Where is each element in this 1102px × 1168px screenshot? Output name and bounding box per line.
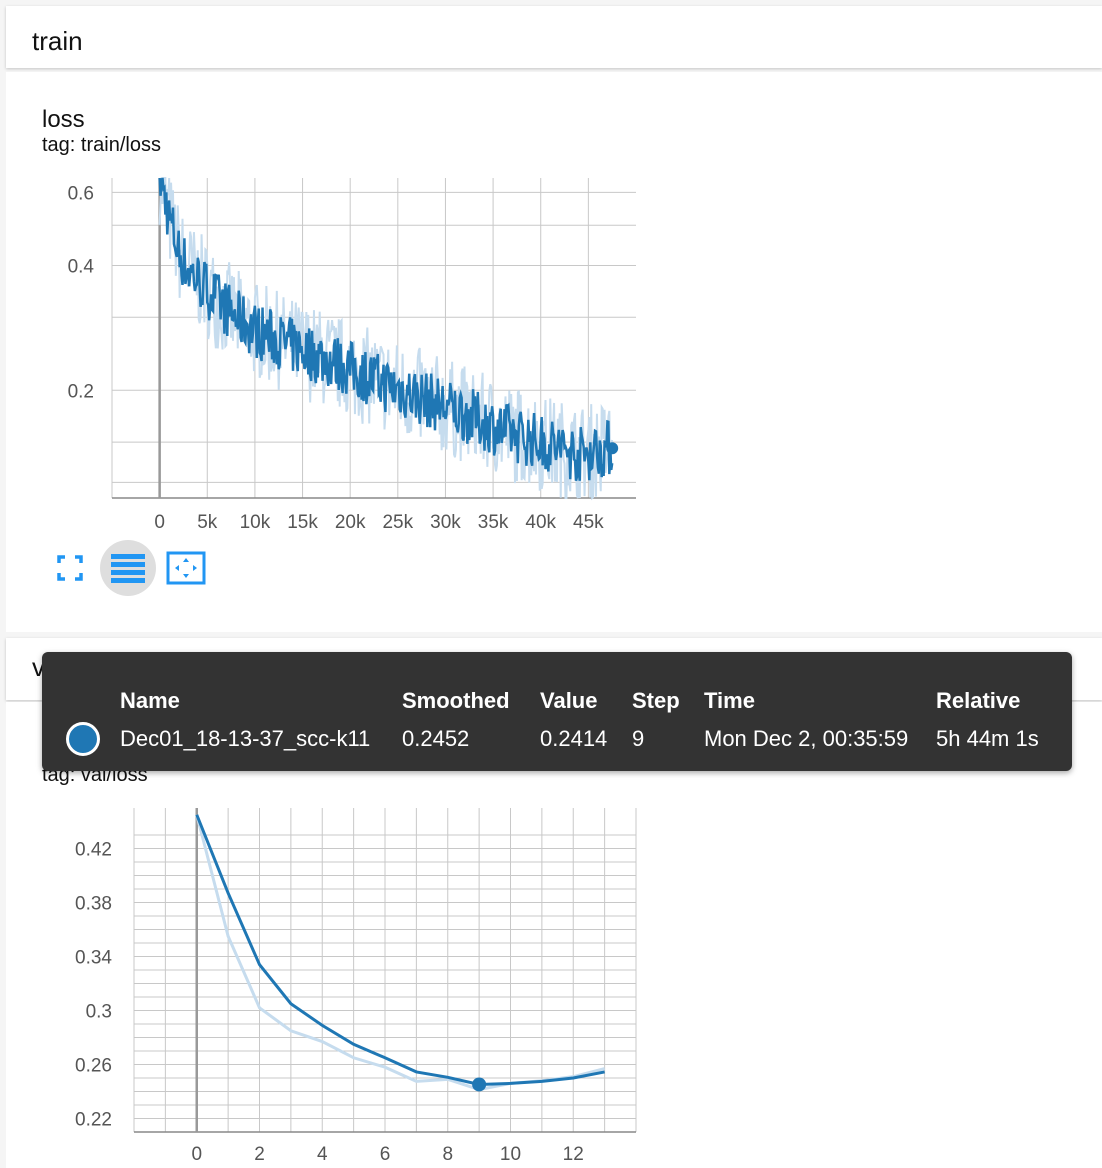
y-tick-label: 0.34 [75,948,112,969]
x-tick-label: 0 [154,512,165,533]
x-tick-label: 0 [191,1144,202,1165]
x-tick-label: 40k [525,512,556,533]
tooltip-run-name: Dec01_18-13-37_scc-k11 [120,726,371,751]
x-tick-label: 6 [380,1144,391,1165]
tooltip-header-relative: Relative [936,688,1021,713]
y-tick-label: 0.4 [68,256,95,277]
y-tick-label: 0.26 [75,1056,112,1077]
smoothed-series-line [195,814,605,1086]
x-tick-label: 35k [478,512,509,533]
x-tick-label: 45k [573,512,604,533]
chart-card-train: loss tag: train/loss [6,72,1102,632]
highlight-point [472,1077,487,1092]
x-tick-label: 30k [430,512,461,533]
fullscreen-icon[interactable] [42,540,98,596]
chart-tag: tag: train/loss [42,134,161,156]
tooltip-header-name: Name [120,688,180,713]
x-tick-label: 20k [335,512,366,533]
x-tick-label: 15k [287,512,318,533]
chart-card-val: loss tag: val/loss [6,702,1102,1168]
y-tick-label: 0.2 [68,381,94,402]
section-header-train[interactable]: train [6,6,1102,68]
raw-series-line [195,814,605,1092]
y-tick-label: 0.22 [75,1110,112,1131]
x-tick-label: 2 [254,1144,265,1165]
tooltip-header-time: Time [704,688,755,713]
smoothed-series-line [158,177,614,482]
tooltip-time: Mon Dec 2, 00:35:59 [704,726,909,751]
x-tick-label: 5k [197,512,218,533]
val-loss-chart[interactable]: 0 2 4 6 8 10 12 0.42 0.38 0.34 0.3 0.26 0.22 [0,800,680,1168]
data-tooltip: Name Smoothed Value Step Time Relative D… [42,652,1072,771]
highlight-point [606,442,619,455]
y-tick-label: 0.42 [75,840,112,861]
fit-to-domain-icon[interactable] [158,540,214,596]
x-tick-label: 10 [500,1144,521,1165]
x-tick-label: 10k [240,512,271,533]
y-tick-label: 0.3 [86,1002,112,1023]
x-tick-label: 25k [382,512,413,533]
series-color-dot [66,722,100,756]
tooltip-step: 9 [632,726,645,751]
y-tick-label: 0.6 [68,183,94,204]
x-tick-label: 12 [563,1144,584,1165]
tooltip-header-step: Step [632,688,680,713]
tooltip-smoothed-value: 0.2452 [402,726,470,751]
tooltip-raw-value: 0.2414 [540,726,608,751]
tooltip-header-value: Value [540,688,598,713]
section-title: train [32,26,83,56]
x-tick-label: 8 [442,1144,453,1165]
x-tick-label: 4 [317,1144,328,1165]
list-icon[interactable] [100,540,156,596]
tooltip-header-smoothed: Smoothed [402,688,510,713]
tooltip-relative: 5h 44m 1s [936,726,1039,751]
y-tick-label: 0.38 [75,894,112,915]
train-loss-chart[interactable]: 0 5k 10k 15k 20k 25k 30k 35k 40k 45k 0.6 0.4 0.2 [0,170,680,550]
chart-title: loss [42,106,85,133]
